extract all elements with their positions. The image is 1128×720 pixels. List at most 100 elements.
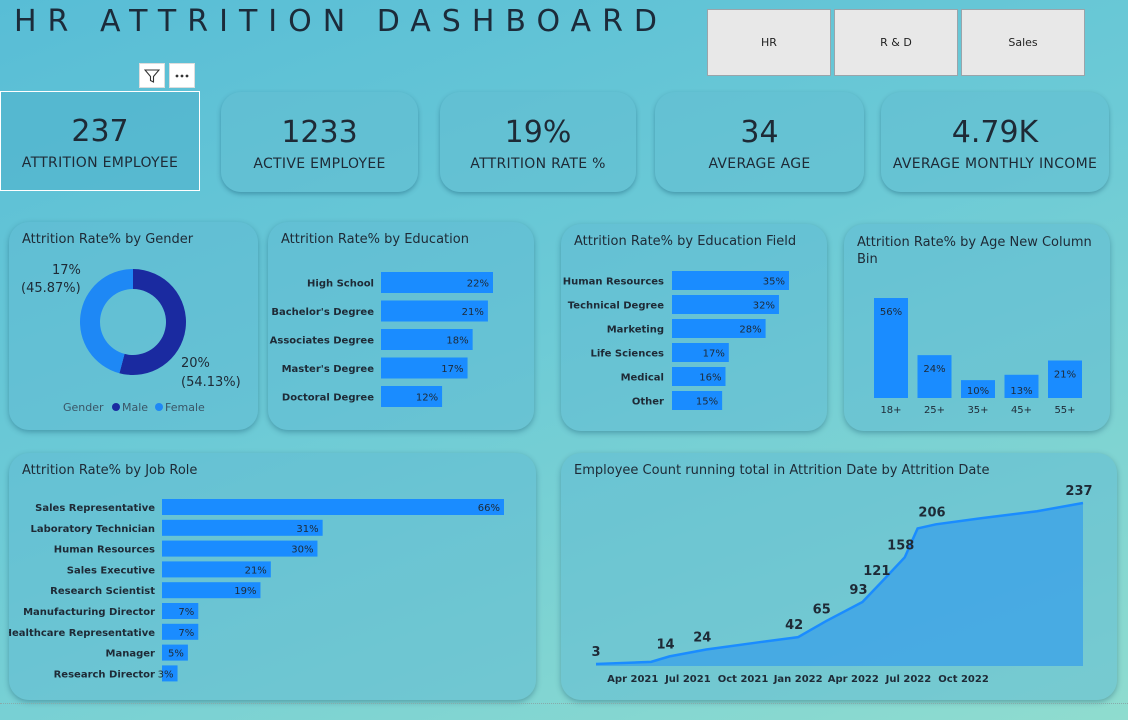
- running-total-area-chart: 3 14 24 42 65 93 121 158 206 237 Apr 2021 Jul 2021 O…: [591, 484, 1092, 685]
- education-field-chart-title: Attrition Rate% by Education Field: [574, 234, 797, 249]
- data-label: 237: [1065, 484, 1092, 499]
- bar: [381, 357, 468, 379]
- data-label: 121: [863, 564, 890, 579]
- visual-header-tools: [139, 63, 195, 88]
- bar: [381, 329, 473, 350]
- data-label: 30%: [291, 545, 313, 556]
- bar: [162, 644, 188, 661]
- dashboard-title: HR ATTRITION DASHBOARD: [14, 4, 669, 39]
- donut-slice-female: [79, 269, 133, 374]
- kpi-active-employee[interactable]: 1233 ACTIVE EMPLOYEE: [221, 92, 418, 192]
- axis-tick-label: Oct 2021: [718, 674, 769, 685]
- legend-marker-female: [155, 403, 163, 411]
- column: [917, 355, 952, 398]
- category-label: Healthcare Representative: [9, 628, 155, 639]
- data-label: 7%: [178, 628, 194, 639]
- data-label: 17%: [441, 364, 463, 375]
- kpi-label: ATTRITION EMPLOYEE: [21, 154, 179, 171]
- kpi-value: 237: [71, 113, 129, 149]
- filter-icon[interactable]: [139, 63, 165, 88]
- column: [1004, 374, 1039, 398]
- data-label: 15%: [696, 397, 718, 408]
- data-label: 17%: [703, 349, 725, 360]
- data-label: 93: [849, 583, 867, 598]
- education-card[interactable]: Attrition Rate% by Education High School…: [268, 222, 534, 430]
- bar: [381, 386, 443, 407]
- category-label: Bachelor's Degree: [271, 307, 374, 318]
- data-label: 13%: [1010, 386, 1032, 397]
- category-label: Other: [632, 397, 664, 408]
- page-divider: [0, 703, 1128, 704]
- column: [1048, 360, 1082, 398]
- data-label: 206: [918, 505, 945, 520]
- axis-tick-label: 35+: [967, 405, 988, 416]
- education-chart-title: Attrition Rate% by Education: [281, 232, 469, 247]
- bar: [162, 540, 318, 557]
- bar: [162, 582, 261, 599]
- data-label: 56%: [880, 307, 902, 318]
- bar: [672, 391, 723, 410]
- category-label: Manufacturing Director: [23, 607, 155, 618]
- job-role-card[interactable]: Attrition Rate% by Job Role Sales Repres…: [9, 453, 536, 700]
- slicer-button-sales[interactable]: Sales: [961, 9, 1085, 76]
- category-label: Research Director: [54, 669, 155, 680]
- age-column-chart: 56% 18+ 24% 25+ 10% 35+ 13% 45+ 21% 55+: [874, 298, 1082, 416]
- bar: [162, 561, 271, 578]
- bar: [672, 319, 766, 338]
- bar: [162, 519, 323, 536]
- data-label: 18%: [446, 336, 468, 347]
- legend-entry: Female: [165, 401, 205, 414]
- job-role-chart-title: Attrition Rate% by Job Role: [22, 463, 198, 478]
- kpi-label: ACTIVE EMPLOYEE: [253, 155, 386, 172]
- category-label: Sales Executive: [67, 565, 155, 576]
- bar: [381, 272, 493, 293]
- area-fill: [596, 503, 1083, 666]
- running-total-card[interactable]: Employee Count running total in Attritio…: [561, 453, 1117, 700]
- bar: [672, 367, 726, 386]
- data-label: 21%: [245, 565, 267, 576]
- category-label: Life Sciences: [590, 349, 664, 360]
- axis-tick-label: Apr 2021: [607, 674, 658, 685]
- education-field-card[interactable]: Attrition Rate% by Education Field Human…: [561, 224, 827, 431]
- category-label: Human Resources: [54, 545, 155, 556]
- kpi-attrition-employee[interactable]: 237 ATTRITION EMPLOYEE: [0, 91, 200, 191]
- kpi-label: ATTRITION RATE %: [470, 155, 606, 172]
- category-label: Medical: [621, 373, 664, 384]
- kpi-attrition-rate[interactable]: 19% ATTRITION RATE %: [440, 92, 636, 192]
- slicer-button-rnd[interactable]: R & D: [834, 9, 958, 76]
- kpi-average-monthly-income[interactable]: 4.79K AVERAGE MONTHLY INCOME: [881, 92, 1109, 192]
- running-total-chart-title: Employee Count running total in Attritio…: [574, 463, 990, 478]
- data-label: 42: [785, 618, 803, 633]
- axis-tick-label: Oct 2022: [938, 674, 989, 685]
- kpi-value: 19%: [504, 114, 572, 150]
- data-label: 7%: [178, 607, 194, 618]
- education-bar-chart: High School 22% Bachelor's Degree 21% Associ…: [270, 272, 493, 407]
- data-label: 22%: [467, 279, 489, 290]
- axis-tick-label: Jul 2022: [885, 674, 932, 685]
- data-label: 21%: [1054, 370, 1076, 381]
- slicer-button-hr[interactable]: HR: [707, 9, 831, 76]
- gender-card[interactable]: Attrition Rate% by Gender 17% (45.87%) 20%…: [9, 222, 258, 430]
- category-label: Master's Degree: [282, 364, 375, 375]
- bar: [162, 665, 178, 682]
- axis-tick-label: 55+: [1054, 405, 1075, 416]
- data-label: 24%: [923, 364, 945, 375]
- category-label: Associates Degree: [270, 336, 375, 347]
- data-label: 35%: [763, 277, 785, 288]
- more-options-icon[interactable]: [169, 63, 195, 88]
- gender-chart-title: Attrition Rate% by Gender: [22, 232, 194, 247]
- data-label: 14: [656, 637, 674, 652]
- data-label: 16%: [699, 373, 721, 384]
- data-label: 65: [813, 602, 831, 617]
- category-label: Human Resources: [563, 277, 664, 288]
- category-label: Manager: [106, 649, 156, 660]
- axis-tick-label: 18+: [880, 405, 901, 416]
- bar: [381, 300, 488, 322]
- axis-tick-label: Jul 2021: [664, 674, 711, 685]
- bar: [672, 295, 779, 314]
- kpi-average-age[interactable]: 34 AVERAGE AGE: [655, 92, 864, 192]
- data-label: 10%: [967, 386, 989, 397]
- category-label: Laboratory Technician: [30, 524, 155, 535]
- age-card[interactable]: Attrition Rate% by Age New Column Bin 56…: [844, 224, 1110, 431]
- gender-donut-chart: 17% (45.87%) 20% (54.13%) Gender Male Female: [21, 263, 241, 414]
